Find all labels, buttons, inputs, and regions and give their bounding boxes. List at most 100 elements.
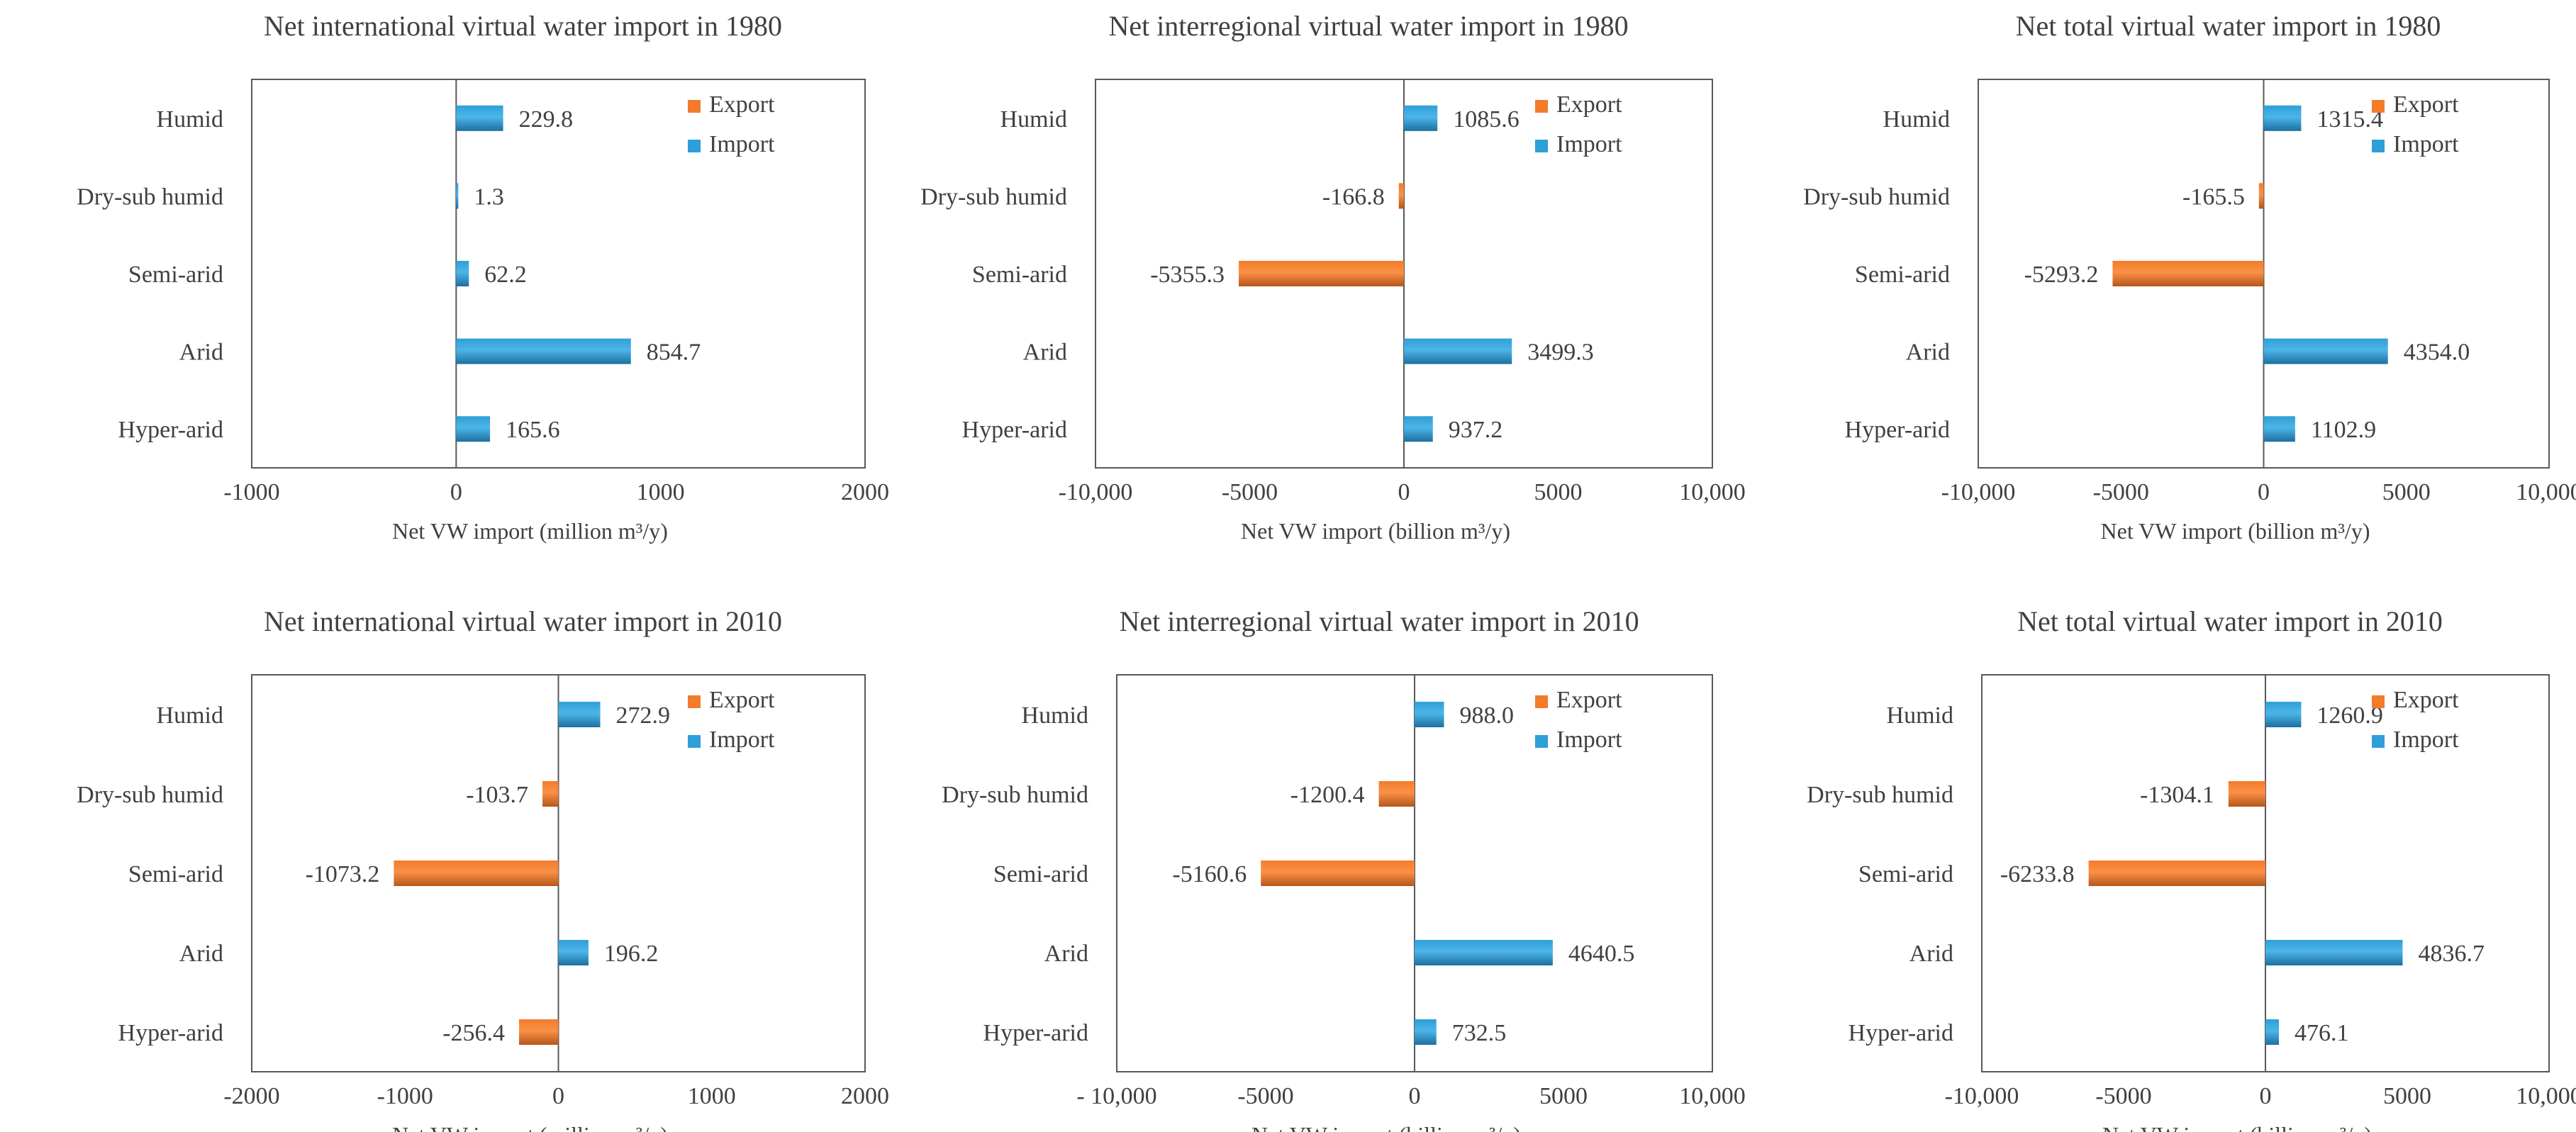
legend-swatch-export [1535, 100, 1548, 113]
legend-swatch-export [2372, 695, 2385, 708]
import-bar [456, 338, 631, 364]
category-label: Arid [1906, 340, 1950, 366]
legend-swatch-import [688, 735, 701, 748]
import-bar [2265, 702, 2302, 727]
data-label: 4836.7 [2418, 941, 2485, 967]
x-axis-title: Net VW import (million m³/y) [392, 518, 668, 544]
x-tick-label: 2000 [841, 1083, 889, 1109]
import-bar [2265, 940, 2403, 965]
legend-import-label: Import [709, 727, 775, 753]
category-label: Humid [1887, 702, 1953, 729]
data-label: -1200.4 [1290, 782, 1365, 808]
data-label: -1073.2 [306, 861, 380, 887]
x-tick-label: 10,000 [1679, 1083, 1746, 1109]
x-tick-label: -10,000 [1945, 1083, 2019, 1109]
category-label: Humid [157, 106, 223, 133]
legend-swatch-import [688, 140, 701, 152]
x-tick-label: 5000 [1534, 479, 1583, 505]
x-axis-title: Net VW import (billion m³/y) [2102, 1122, 2372, 1132]
data-label: -6233.8 [2000, 861, 2075, 887]
x-axis-title: Net VW import (billion m³/y) [1241, 518, 1510, 544]
x-tick-label: 5000 [2382, 479, 2431, 505]
data-label: -5293.2 [2024, 262, 2099, 288]
x-axis-title: Net VW import (million m³/y) [392, 1122, 668, 1132]
import-bar [456, 183, 459, 209]
category-label: Dry-sub humid [77, 184, 223, 210]
data-label: 165.6 [506, 417, 560, 443]
legend-swatch-export [688, 100, 701, 113]
data-label: 4640.5 [1568, 941, 1635, 967]
category-label: Semi-arid [993, 861, 1088, 887]
import-bar [2263, 338, 2388, 364]
x-tick-label: 1000 [637, 479, 685, 505]
export-bar [542, 781, 559, 807]
category-label: Hyper-arid [1849, 1020, 1953, 1046]
category-label: Humid [1000, 106, 1067, 133]
data-label: 854.7 [647, 340, 701, 366]
x-tick-label: 0 [1398, 479, 1410, 505]
export-bar [1378, 781, 1415, 807]
category-label: Dry-sub humid [1807, 782, 1953, 808]
import-bar [1415, 940, 1553, 965]
data-label: -5355.3 [1150, 262, 1225, 288]
x-tick-label: 0 [2258, 479, 2270, 505]
chart-panel-5: Net interregional virtual water import i… [942, 605, 1746, 1132]
data-label: 196.2 [604, 941, 659, 967]
data-label: -1304.1 [2140, 782, 2214, 808]
export-bar [1398, 183, 1404, 209]
legend-swatch-import [1535, 140, 1548, 152]
category-label: Arid [1909, 941, 1953, 967]
import-bar [456, 261, 469, 286]
export-bar [2228, 781, 2265, 807]
import-bar [558, 940, 589, 965]
category-label: Semi-arid [128, 262, 223, 288]
import-bar [1404, 416, 1433, 442]
legend-import-label: Import [2393, 727, 2459, 753]
category-label: Hyper-arid [1845, 417, 1950, 443]
import-bar [558, 702, 601, 727]
x-tick-label: -5000 [1222, 479, 1278, 505]
legend-export-label: Export [1556, 91, 1622, 118]
import-bar [1404, 338, 1512, 364]
legend-swatch-import [2372, 140, 2385, 152]
category-label: Arid [1044, 941, 1088, 967]
category-label: Semi-arid [128, 861, 223, 887]
x-tick-label: 0 [2260, 1083, 2272, 1109]
category-label: Humid [157, 702, 223, 729]
export-bar [2258, 183, 2264, 209]
data-label: 1102.9 [2311, 417, 2376, 443]
legend-import-label: Import [2393, 131, 2459, 157]
export-bar [2088, 861, 2265, 886]
category-label: Semi-arid [972, 262, 1067, 288]
category-label: Dry-sub humid [942, 782, 1088, 808]
category-label: Arid [1023, 340, 1067, 366]
x-tick-label: -5000 [2095, 1083, 2151, 1109]
import-bar [2263, 416, 2295, 442]
legend-export-label: Export [709, 687, 775, 713]
category-label: Dry-sub humid [1803, 184, 1950, 210]
legend-swatch-import [2372, 735, 2385, 748]
data-label: 4354.0 [2404, 340, 2470, 366]
chart-panel-6: Net total virtual water import in 2010 -1… [1807, 605, 2576, 1132]
chart-panel-4: Net international virtual water import i… [77, 605, 889, 1132]
category-label: Hyper-arid [118, 417, 223, 443]
x-tick-label: 0 [552, 1083, 564, 1109]
x-tick-label: 10,000 [1679, 479, 1746, 505]
chart-title: Net total virtual water import in 2010 [2017, 605, 2443, 637]
chart-title: Net interregional virtual water import i… [1119, 605, 1639, 637]
category-label: Arid [179, 340, 223, 366]
data-label: 476.1 [2295, 1020, 2349, 1046]
data-label: -256.4 [442, 1020, 505, 1046]
data-label: 1.3 [474, 184, 504, 210]
chart-panel-1: Net international virtual water import i… [77, 10, 889, 544]
data-label: 3499.3 [1527, 340, 1594, 366]
data-label: 272.9 [616, 702, 671, 729]
legend-export-label: Export [1556, 687, 1622, 713]
chart-title: Net total virtual water import in 1980 [2016, 10, 2441, 42]
data-label: -5160.6 [1172, 861, 1247, 887]
legend-swatch-import [1535, 735, 1548, 748]
import-bar [1404, 105, 1438, 131]
x-tick-label: -2000 [223, 1083, 279, 1109]
import-bar [1415, 702, 1444, 727]
